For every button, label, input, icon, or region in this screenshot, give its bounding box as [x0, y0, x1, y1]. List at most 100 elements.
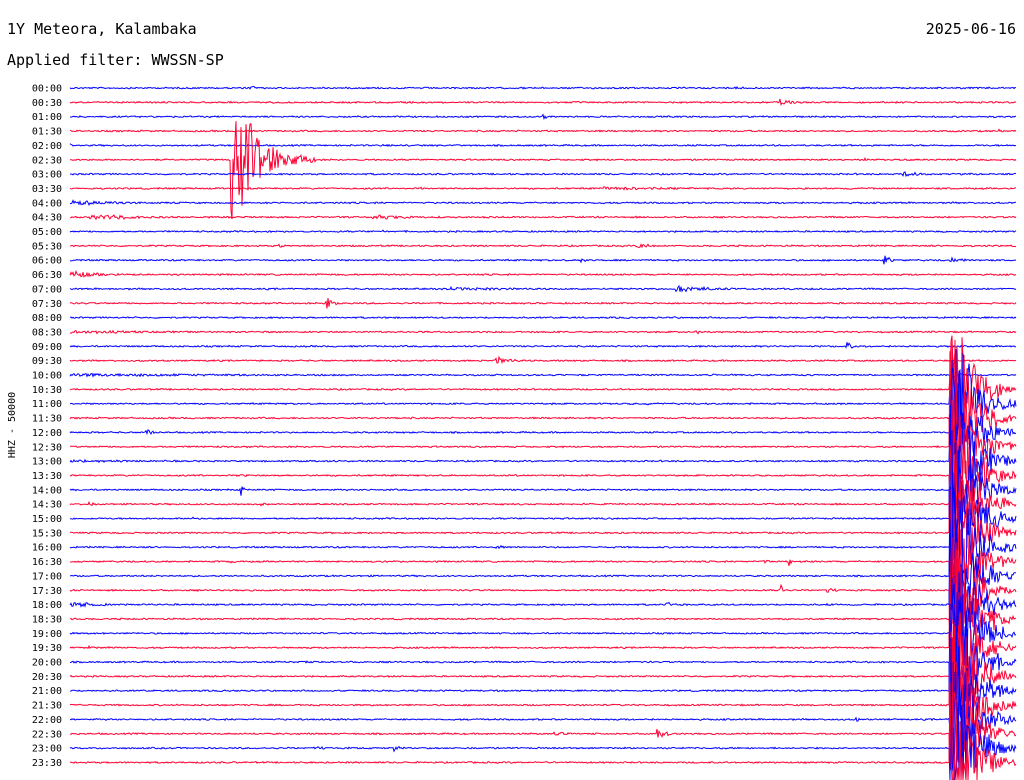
trace-line-0530	[69, 243, 1017, 249]
time-tick-label: 11:30	[32, 414, 62, 425]
time-tick-label: 04:00	[32, 198, 62, 209]
time-tick-label: 14:00	[32, 485, 62, 496]
trace-line-1500	[70, 414, 1017, 595]
trace-line-0000	[69, 86, 1017, 90]
trace-line-0230	[69, 121, 1017, 220]
time-tick-label: 19:00	[32, 629, 62, 640]
trace-line-0830	[69, 329, 1017, 335]
trace-line-1930	[69, 572, 1017, 735]
trace-line-1400	[69, 430, 1017, 568]
time-tick-label: 14:30	[32, 500, 62, 511]
trace-line-1730	[69, 489, 1017, 666]
time-tick-label: 09:30	[32, 356, 62, 367]
trace-line-1630	[69, 506, 1017, 643]
trace-line-2300	[69, 638, 1017, 780]
time-tick-label: 12:00	[32, 428, 62, 439]
trace-line-0500	[69, 229, 1017, 234]
trace-line-1000	[69, 372, 1017, 378]
trace-line-0130	[69, 128, 1017, 133]
time-tick-label: 15:00	[32, 514, 62, 525]
trace-line-1230	[69, 351, 1017, 496]
time-tick-label: 13:30	[32, 471, 62, 482]
time-tick-label: 07:00	[32, 284, 62, 295]
trace-line-0730	[69, 298, 1017, 309]
time-tick-label: 20:00	[32, 658, 62, 669]
time-tick-label: 15:30	[32, 528, 62, 539]
time-tick-label: 02:30	[32, 155, 62, 166]
trace-line-0700	[69, 284, 1017, 293]
trace-group	[69, 86, 1017, 780]
station-title: 1Y Meteora, Kalambaka	[7, 20, 197, 38]
time-tick-label: 21:30	[32, 701, 62, 712]
time-tick-label: 12:30	[32, 442, 62, 453]
trace-line-0200	[69, 143, 1017, 148]
time-tick-label: 05:30	[32, 241, 62, 252]
trace-line-1800	[69, 518, 1017, 671]
trace-line-0400	[69, 199, 1016, 207]
time-tick-label: 03:00	[32, 170, 62, 181]
time-tick-label: 08:00	[32, 313, 62, 324]
trace-line-1430	[69, 440, 1017, 561]
time-tick-label: 13:00	[32, 457, 62, 468]
time-tick-label: 22:00	[32, 715, 62, 726]
time-tick-label: 02:00	[32, 141, 62, 152]
time-tick-label: 00:00	[32, 84, 62, 95]
time-tick-label: 21:00	[32, 686, 62, 697]
trace-line-0100	[69, 113, 1017, 121]
trace-line-1600	[69, 487, 1017, 626]
trace-line-0900	[69, 342, 1016, 349]
trace-line-1100	[69, 349, 1017, 485]
trace-line-0430	[70, 214, 1017, 221]
time-tick-label: 00:30	[32, 98, 62, 109]
time-tick-label: 01:30	[32, 127, 62, 138]
trace-line-2000	[69, 592, 1017, 740]
filter-label: Applied filter: WWSSN-SP	[7, 51, 224, 69]
trace-line-1830	[69, 549, 1017, 691]
time-tick-label: 16:00	[32, 543, 62, 554]
time-tick-label: 10:00	[32, 371, 62, 382]
trace-line-1530	[69, 445, 1017, 585]
time-tick-label: 18:00	[32, 600, 62, 611]
time-tick-label: 01:00	[32, 112, 62, 123]
trace-line-2100	[69, 603, 1017, 754]
time-tick-label: 06:00	[32, 256, 62, 267]
time-tick-label: 23:30	[32, 758, 62, 769]
time-tick-label: 05:00	[32, 227, 62, 238]
trace-line-2330	[69, 682, 1017, 780]
time-tick-label: 09:00	[32, 342, 62, 353]
trace-line-0800	[69, 315, 1017, 320]
trace-line-0330	[69, 186, 1017, 191]
time-tick-labels: 00:00 00:30 01:00 01:30 02:00 02:30 03:00 03:30…	[32, 84, 62, 769]
trace-line-2200	[69, 660, 1017, 768]
time-tick-label: 06:30	[32, 270, 62, 281]
trace-line-1030	[69, 335, 1017, 452]
time-tick-label: 17:00	[32, 571, 62, 582]
trace-line-2030	[69, 626, 1017, 771]
time-tick-label: 22:30	[32, 729, 62, 740]
trace-line-0630	[69, 269, 1017, 278]
trace-line-1330	[69, 399, 1017, 515]
time-tick-label: 07:30	[32, 299, 62, 310]
trace-line-1200	[69, 367, 1017, 491]
time-tick-label: 04:30	[32, 213, 62, 224]
time-tick-label: 08:30	[32, 327, 62, 338]
trace-line-0300	[69, 171, 1017, 178]
trace-line-0600	[69, 255, 1017, 265]
trace-line-0030	[69, 98, 1017, 106]
trace-line-1130	[69, 339, 1017, 471]
trace-line-2130	[69, 622, 1017, 763]
time-tick-label: 03:30	[32, 184, 62, 195]
record-date: 2025-06-16	[925, 20, 1016, 38]
time-tick-label: 10:30	[32, 385, 62, 396]
time-tick-label: 18:30	[32, 614, 62, 625]
trace-line-1900	[69, 583, 1017, 667]
time-tick-label: 16:30	[32, 557, 62, 568]
trace-line-0930	[69, 355, 1017, 365]
trace-line-1700	[69, 484, 1017, 632]
time-tick-label: 11:00	[32, 399, 62, 410]
trace-line-1300	[69, 359, 1017, 533]
time-tick-label: 20:30	[32, 672, 62, 683]
trace-line-2230	[69, 637, 1017, 780]
time-tick-label: 17:30	[32, 586, 62, 597]
